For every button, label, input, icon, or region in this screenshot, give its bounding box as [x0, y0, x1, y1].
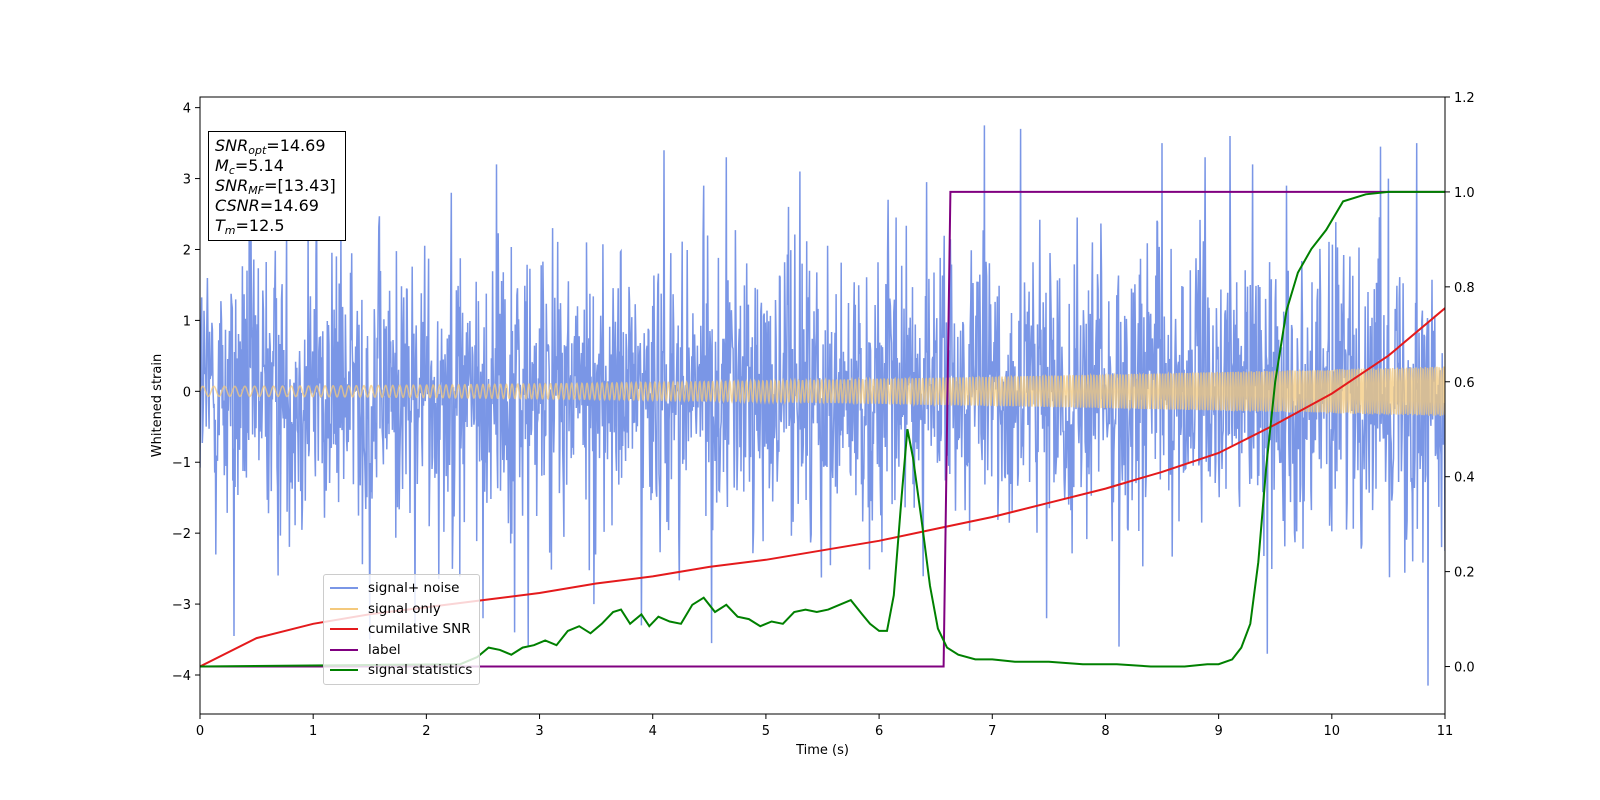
- x-tick-label: 4: [649, 724, 657, 739]
- y2-tick-label: 0.2: [1454, 566, 1475, 581]
- y-tick-label: −3: [172, 598, 191, 613]
- y-tick-label: −4: [172, 669, 191, 684]
- legend-label: signal only: [368, 600, 441, 617]
- x-tick-label: 8: [1101, 724, 1109, 739]
- x-tick-label: 2: [422, 724, 430, 739]
- series-signal-statistics-line: [200, 190, 1445, 668]
- legend-swatch: [330, 669, 358, 672]
- x-axis-label: Time (s): [795, 743, 849, 758]
- legend-item-label: label: [330, 640, 473, 661]
- x-tick-label: 10: [1324, 724, 1341, 739]
- csnr-line: CSNR=14.69: [215, 196, 319, 215]
- y2-tick-label: 0.8: [1454, 281, 1475, 296]
- legend-item-cumulative-snr: cumilative SNR: [330, 619, 473, 640]
- legend-item-signal-statistics: signal statistics: [330, 660, 473, 681]
- x-tick-label: 0: [196, 724, 204, 739]
- legend-swatch: [330, 587, 358, 590]
- y-tick-label: 1: [183, 314, 191, 329]
- snr-opt-line: SNRopt=14.69: [215, 136, 326, 157]
- x-tick-label: 3: [535, 724, 543, 739]
- x-tick-label: 11: [1437, 724, 1454, 739]
- legend-swatch: [330, 628, 358, 631]
- y2-tick-label: 0.6: [1454, 376, 1475, 391]
- x-tick-label: 7: [988, 724, 996, 739]
- x-tick-label: 6: [875, 724, 883, 739]
- legend-item-signal-only: signal only: [330, 599, 473, 620]
- y-tick-label: 4: [183, 102, 191, 117]
- axes: 0 1 2 3 4 5 6 7 8 9 10 11 −4 −3 −2 −1 0 1 2 3 4 0.0 0.2 0.4 0.6 0…: [150, 91, 1475, 758]
- y2-tick-label: 0.0: [1454, 661, 1475, 676]
- x-tick-label: 5: [762, 724, 770, 739]
- legend-label: label: [368, 641, 401, 658]
- x-tick-label: 1: [309, 724, 317, 739]
- x-tick-label: 9: [1214, 724, 1222, 739]
- legend-label: signal+ noise: [368, 580, 460, 597]
- legend-label: signal statistics: [368, 662, 473, 679]
- y2-tick-label: 1.0: [1454, 186, 1475, 201]
- y-tick-label: 2: [183, 243, 191, 258]
- y-tick-label: −2: [172, 527, 191, 542]
- series-label-line: [200, 190, 1445, 668]
- snr-mf-line: SNRMF=[13.43]: [215, 176, 336, 197]
- y2-tick-label: 0.4: [1454, 471, 1475, 486]
- plot-frame: [199, 96, 1446, 715]
- legend-item-signal-noise: signal+ noise: [330, 578, 473, 599]
- legend-swatch: [330, 607, 358, 610]
- legend: signal+ noise signal only cumilative SNR…: [323, 574, 480, 685]
- series-signal-only-line: [200, 366, 1445, 417]
- y-tick-label: −1: [172, 456, 191, 471]
- snr-info-box: SNRopt=14.69 Mc=5.14 SNRMF=[13.43] CSNR=…: [208, 131, 346, 241]
- chirp-mass-line: Mc=5.14: [215, 156, 284, 177]
- y2-tick-label: 1.2: [1454, 91, 1475, 106]
- tm-line: Tm=12.5: [215, 216, 285, 237]
- legend-label: cumilative SNR: [368, 621, 471, 638]
- y-axis-label: Whitened strain: [150, 354, 165, 457]
- legend-swatch: [330, 648, 358, 651]
- y-tick-label: 3: [183, 173, 191, 188]
- y-tick-label: 0: [183, 385, 191, 400]
